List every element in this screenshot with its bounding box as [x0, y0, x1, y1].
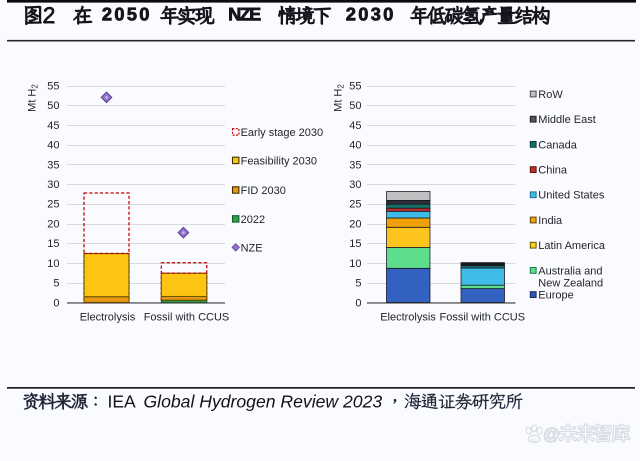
- svg-text:RoW: RoW: [538, 89, 563, 101]
- svg-text:China: China: [538, 165, 568, 177]
- svg-text:Electrolysis: Electrolysis: [80, 312, 136, 324]
- svg-text:20: 20: [349, 218, 361, 230]
- svg-text:55: 55: [349, 80, 361, 92]
- svg-text:45: 45: [349, 120, 361, 132]
- svg-text:Early stage 2030: Early stage 2030: [241, 127, 324, 139]
- svg-text:Fossil with CCUS: Fossil with CCUS: [144, 312, 230, 324]
- svg-text:FID 2030: FID 2030: [241, 185, 286, 197]
- svg-text:0: 0: [53, 297, 59, 309]
- svg-text:Canada: Canada: [538, 139, 577, 151]
- svg-text:10: 10: [47, 258, 59, 270]
- svg-text:35: 35: [47, 159, 59, 171]
- svg-text:30: 30: [47, 179, 59, 191]
- svg-text:25: 25: [47, 199, 59, 211]
- svg-text:Mt H2: Mt H2: [333, 84, 346, 112]
- svg-text:Feasibility 2030: Feasibility 2030: [241, 155, 317, 167]
- svg-text:35: 35: [349, 159, 361, 171]
- svg-text:Latin America: Latin America: [538, 240, 606, 252]
- svg-text:5: 5: [53, 278, 59, 290]
- svg-text:30: 30: [349, 179, 361, 191]
- svg-text:15: 15: [349, 238, 361, 250]
- svg-text:50: 50: [349, 100, 361, 112]
- svg-text:Mt H2: Mt H2: [27, 84, 40, 112]
- svg-text:Electrolysis: Electrolysis: [380, 312, 436, 324]
- svg-text:25: 25: [349, 199, 361, 211]
- svg-text:15: 15: [47, 238, 59, 250]
- svg-text:Middle East: Middle East: [538, 114, 595, 126]
- svg-text:40: 40: [349, 140, 361, 152]
- svg-text:du: du: [531, 437, 537, 443]
- svg-text:20: 20: [47, 218, 59, 230]
- svg-text:Europe: Europe: [538, 290, 573, 302]
- svg-text:40: 40: [47, 140, 59, 152]
- svg-text:55: 55: [47, 80, 59, 92]
- svg-text:50: 50: [47, 100, 59, 112]
- svg-text:IEA: IEA: [108, 392, 137, 412]
- svg-text:45: 45: [47, 120, 59, 132]
- svg-text:India: India: [538, 215, 563, 227]
- svg-text:Global Hydrogen Review 2023: Global Hydrogen Review 2023: [144, 392, 383, 412]
- svg-text:New Zealand: New Zealand: [538, 277, 603, 289]
- svg-text:Fossil with CCUS: Fossil with CCUS: [440, 312, 526, 324]
- svg-text:2022: 2022: [241, 214, 265, 226]
- svg-text:Australia and: Australia and: [538, 265, 602, 277]
- svg-text:10: 10: [349, 258, 361, 270]
- svg-text:5: 5: [355, 278, 361, 290]
- svg-text:United States: United States: [538, 190, 605, 202]
- svg-text:0: 0: [355, 297, 361, 309]
- svg-text:NZE: NZE: [241, 242, 263, 254]
